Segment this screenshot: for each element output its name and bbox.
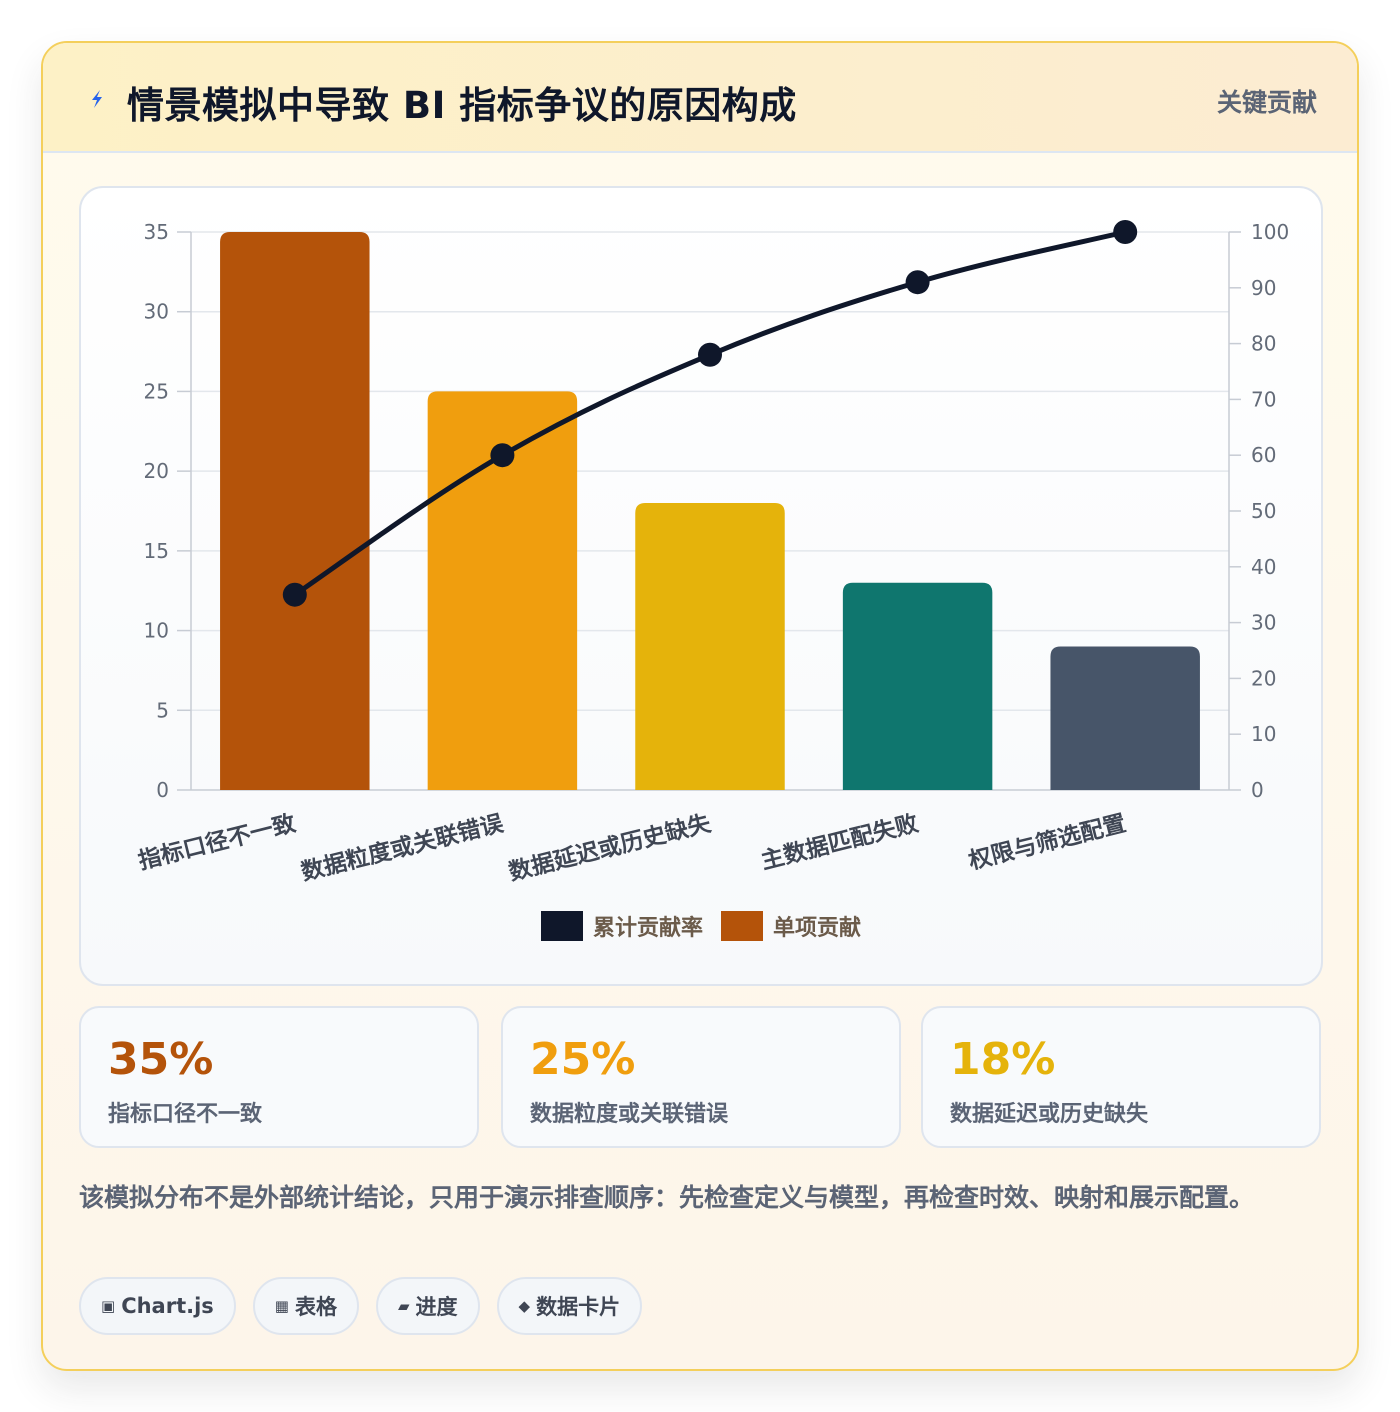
bar: [220, 232, 370, 790]
chip-table[interactable]: ▦ 表格: [252, 1277, 359, 1335]
chart-card: 情景模拟中导致 BI 指标争议的原因构成 关键贡献 0 5 10 15 20 25 30 35…: [41, 41, 1359, 1371]
chart-title: 情景模拟中导致 BI 指标争议的原因构成: [127, 84, 797, 127]
y-left-tick-label: 5: [156, 698, 169, 722]
x-category-label: 主数据匹配失败: [759, 811, 922, 875]
y-right-tick-label: 0: [1251, 778, 1264, 802]
cumulative-point: [698, 342, 722, 367]
y-right-tick-label: 20: [1251, 666, 1276, 690]
stat-label: 指标口径不一致: [108, 1102, 263, 1127]
y-right-tick-label: 80: [1251, 332, 1276, 356]
legend-label: 累计贡献率: [592, 916, 703, 941]
stat-value: 25%: [530, 1034, 636, 1085]
stat-card: 25% 数据粒度或关联错误: [501, 1006, 901, 1148]
y-right-tick-label: 10: [1251, 722, 1276, 746]
stat-value: 35%: [108, 1034, 214, 1085]
chart-legend: 累计贡献率 单项贡献: [81, 910, 1321, 942]
y-left-tick-label: 30: [144, 300, 169, 324]
y-left-tick-label: 20: [144, 459, 169, 483]
legend-item-single[interactable]: 单项贡献: [721, 910, 861, 942]
y-right-tick-label: 100: [1251, 220, 1289, 244]
bar: [427, 391, 578, 790]
footnote: 该模拟分布不是外部统计结论，只用于演示排查顺序：先检查定义与模型，再检查时效、映…: [79, 1183, 1255, 1212]
legend-swatch-single: [721, 911, 763, 941]
y-left-tick-label: 10: [144, 619, 169, 643]
bar: [635, 503, 785, 790]
y-left-tick-label: 0: [156, 778, 169, 802]
y-left-tick-label: 25: [144, 379, 169, 403]
pareto-chart: 0 5 10 15 20 25 30 35 0 10 20 30 40 50 60 70 80 90 100 指标口径…: [136, 220, 1289, 886]
y-left-tick-label: 15: [144, 539, 169, 563]
stat-label: 数据粒度或关联错误: [530, 1102, 729, 1127]
chart-panel: 0 5 10 15 20 25 30 35 0 10 20 30 40 50 60 70 80 90 100 指标口径…: [79, 186, 1323, 986]
bar: [1050, 646, 1200, 790]
stat-card: 18% 数据延迟或历史缺失: [921, 1006, 1321, 1148]
stat-card: 35% 指标口径不一致: [79, 1006, 479, 1148]
y-right-tick-label: 70: [1251, 387, 1276, 411]
legend-item-cumulative[interactable]: 累计贡献率: [540, 910, 703, 942]
y-right-tick-label: 30: [1251, 611, 1276, 635]
header-tag: 关键贡献: [1216, 88, 1317, 117]
tag-chips: ▣ Chart.js ▦ 表格 ▰ 进度 ◆ 数据卡片: [79, 1277, 659, 1335]
progress-icon: ▰: [397, 1297, 410, 1315]
stat-value: 18%: [950, 1034, 1056, 1085]
legend-swatch-cumulative: [540, 911, 583, 941]
chip-label: 数据卡片: [536, 1295, 621, 1319]
lightning-bolt-icon: [92, 90, 102, 108]
cumulative-point: [282, 582, 307, 607]
cumulative-point: [905, 270, 930, 295]
y-right-tick-label: 40: [1251, 555, 1276, 579]
x-category-label: 数据延迟或历史缺失: [506, 809, 714, 886]
x-category-label: 权限与筛选配置: [965, 810, 1129, 875]
chip-chartjs[interactable]: ▣ Chart.js: [79, 1277, 236, 1335]
y-right-tick-label: 60: [1251, 443, 1276, 467]
x-category-label: 数据粒度或关联错误: [298, 809, 506, 886]
chip-label: 表格: [294, 1295, 337, 1319]
stat-label: 数据延迟或历史缺失: [950, 1102, 1149, 1127]
chip-label: Chart.js: [121, 1294, 214, 1318]
chip-label: 进度: [415, 1295, 458, 1319]
cumulative-point: [490, 443, 515, 468]
diamond-icon: ◆: [518, 1297, 531, 1315]
bar: [842, 582, 993, 790]
cumulative-point: [1113, 220, 1138, 244]
y-left-tick-label: 35: [144, 220, 169, 244]
legend-label: 单项贡献: [773, 916, 862, 941]
square-icon: ▣: [101, 1297, 116, 1315]
y-right-tick-label: 50: [1251, 499, 1276, 523]
x-category-label: 指标口径不一致: [136, 809, 300, 874]
chip-progress[interactable]: ▰ 进度: [375, 1277, 480, 1335]
card-header: 情景模拟中导致 BI 指标争议的原因构成 关键贡献: [43, 43, 1357, 153]
chip-data-card[interactable]: ◆ 数据卡片: [496, 1277, 643, 1335]
y-right-tick-label: 90: [1251, 276, 1276, 300]
table-icon: ▦: [274, 1297, 289, 1315]
